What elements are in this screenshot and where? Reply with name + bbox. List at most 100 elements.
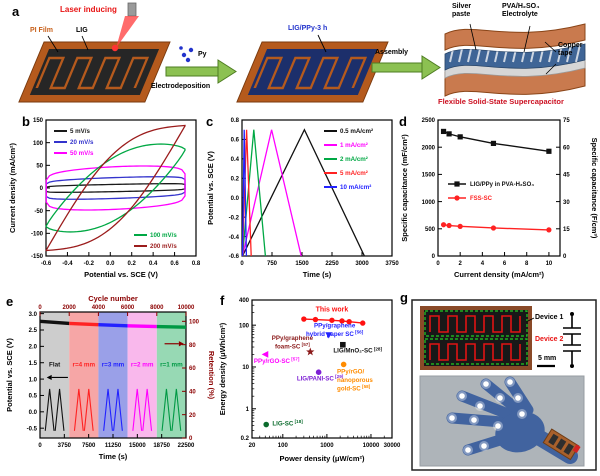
circle-shape [111, 44, 119, 52]
panel-a-schematic [18, 2, 586, 103]
retention-r=3 mm [98, 323, 128, 328]
region-r=4 mm [69, 312, 99, 438]
text-shape: 0 [563, 254, 567, 260]
text-shape: 100 [239, 323, 250, 329]
electrodeposition-arrow [165, 59, 237, 84]
region-Flat [40, 312, 70, 438]
wrist-supercapacitor-band [542, 428, 581, 461]
device-photo [420, 306, 555, 370]
circle-shape [185, 57, 191, 63]
circle-shape [471, 417, 477, 423]
retention-r=1 mm [156, 324, 187, 329]
text-shape: Potential vs. SCE (V) [84, 270, 158, 279]
path-shape [444, 23, 586, 51]
circle-shape [449, 415, 455, 421]
circle-shape [507, 379, 513, 385]
path-shape [132, 388, 143, 431]
rect-shape [165, 66, 219, 77]
text-shape: 20 [249, 443, 256, 449]
cv-series-20 mV/s [45, 176, 186, 200]
line-shape [456, 390, 514, 420]
panel-label-a: a [12, 4, 20, 19]
rect-shape [563, 443, 574, 455]
label-copper-tape: Copper tape [558, 42, 583, 57]
cv-series-200 mV/s [45, 124, 186, 252]
text-shape: 10000 [178, 305, 195, 311]
text-shape: 0.8 [192, 261, 201, 267]
rect-shape [424, 338, 528, 365]
gcd-series-5 mA/cm² [241, 129, 252, 257]
text-shape: 100 [33, 141, 44, 147]
rect-shape [424, 310, 528, 337]
text-shape: 30000 [384, 443, 401, 449]
text-shape: 10 [242, 365, 249, 371]
tspan-shape: [57] [300, 342, 310, 347]
text-shape: 1 [246, 407, 250, 413]
text-shape: -150 [31, 254, 44, 260]
text-shape: r=1 mm [160, 362, 183, 369]
text-shape: 100 [278, 443, 289, 449]
text-shape: 22500 [178, 443, 195, 449]
line-shape [523, 25, 531, 53]
left-axis-arrow [46, 374, 52, 381]
text-shape: 400 [239, 298, 250, 304]
text-shape: 0.5 mA/cm² [340, 128, 373, 135]
text-shape: -0.4 [62, 261, 73, 267]
circle-shape [454, 195, 460, 201]
panel-d-capacitance-chart: 0 2 4 6 8 10 0 500 1000 1500 2000 2500 0 15 30 45 60 75 Cu… [400, 118, 599, 279]
panel-label-f: f [220, 293, 225, 308]
line-shape [525, 317, 535, 323]
text-shape: 0 [38, 305, 42, 311]
text-shape: Cycle number [88, 294, 138, 303]
panel-label-e: e [6, 294, 14, 309]
circle-shape [263, 421, 270, 428]
line-shape [544, 41, 557, 53]
text-shape: 18750 [153, 443, 170, 449]
line-shape [446, 412, 508, 428]
rect-shape [555, 438, 567, 451]
text-shape: nanoporous [337, 377, 373, 384]
circle-shape [497, 395, 503, 401]
text-shape: 10 mA/cm² [340, 184, 371, 191]
circle-shape [459, 393, 465, 399]
path-shape [161, 388, 172, 431]
text-shape: 4000 [92, 305, 106, 311]
rect-shape [29, 49, 160, 95]
lig-ppy-board [236, 41, 389, 103]
text-shape: Time (s) [99, 452, 128, 461]
path-shape [44, 388, 55, 431]
text-shape: LIG/MnO₂-SC [28] [333, 346, 382, 354]
panel-label-b: b [22, 114, 30, 129]
text-shape: 50 [36, 164, 43, 170]
text-shape: -0.4 [229, 235, 240, 241]
circle-shape [495, 423, 501, 429]
text-shape: foam-SC [57] [275, 342, 310, 350]
text-shape: Current density (mA/cm²) [454, 270, 545, 279]
text-shape: 3750 [58, 443, 72, 449]
tspan-shape: [29] [334, 374, 344, 379]
flexible-device [444, 23, 586, 97]
text-shape: 0.6 [231, 138, 240, 144]
text-shape: -0.2 [229, 215, 240, 221]
rect-shape [251, 299, 393, 439]
text-shape: 0 [38, 443, 42, 449]
text-shape: Potential vs. SCE (V) [206, 151, 215, 225]
label-device1: Device 1 [535, 314, 564, 321]
panel-label-g: g [400, 290, 408, 305]
assembly-arrow [371, 55, 441, 80]
text-shape: 2 [459, 261, 463, 267]
label-py: Py [198, 51, 207, 58]
text-shape: 1 mA/cm² [340, 142, 368, 149]
panel-b-cv-chart: -0.6 -0.4 -0.2 0.0 0.2 0.4 0.6 0.8 -150 -100 -50 0 5… [8, 118, 201, 279]
text-shape: gold-SC [58] [337, 384, 371, 392]
gcd-series-1 mA/cm² [241, 129, 302, 257]
text-shape: 10000 [363, 443, 380, 449]
text-shape: 750 [267, 261, 278, 267]
text-shape: 20 mV/s [70, 139, 94, 146]
label-silver-paste: Silver paste [452, 3, 472, 18]
text-shape: 100 mV/s [150, 232, 177, 239]
text-shape: Specific capacitance (mF/cm²) [400, 134, 409, 242]
panel-c-gcd-chart: 0 750 1500 2250 3000 3750 -0.6 -0.4 -0.2 0.0 0.2 0.… [206, 118, 399, 279]
polygon-shape [306, 347, 315, 356]
